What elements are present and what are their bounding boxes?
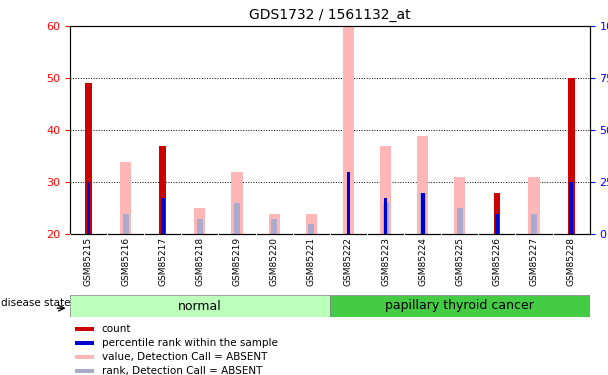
Text: percentile rank within the sample: percentile rank within the sample (102, 338, 277, 348)
Bar (120, 162, 131, 234)
Bar (420, 193, 426, 234)
Bar (384, 198, 387, 234)
Bar (347, 172, 350, 234)
Bar (495, 214, 499, 234)
Bar (123, 214, 128, 234)
Bar (161, 198, 165, 234)
Bar (531, 214, 537, 234)
Bar (382, 203, 389, 234)
Text: GSM85221: GSM85221 (307, 237, 316, 286)
Bar (85, 84, 92, 234)
Bar (75, 341, 94, 345)
Bar (417, 135, 428, 234)
Bar (75, 327, 94, 331)
Bar (330, 295, 590, 317)
Text: GSM85222: GSM85222 (344, 237, 353, 286)
Text: GSM85224: GSM85224 (418, 237, 427, 286)
Bar (271, 219, 277, 234)
Bar (70, 295, 330, 317)
Text: rank, Detection Call = ABSENT: rank, Detection Call = ABSENT (102, 366, 262, 375)
Text: GSM85220: GSM85220 (269, 237, 278, 286)
Bar (75, 369, 94, 373)
Bar (308, 224, 314, 234)
Bar (568, 78, 575, 234)
Bar (528, 177, 540, 234)
Text: GSM85226: GSM85226 (492, 237, 502, 286)
Text: GSM85215: GSM85215 (84, 237, 93, 286)
Text: count: count (102, 324, 131, 334)
Bar (197, 219, 203, 234)
Bar (86, 182, 91, 234)
Text: GSM85223: GSM85223 (381, 237, 390, 286)
Text: disease state: disease state (1, 298, 71, 308)
Text: GSM85219: GSM85219 (232, 237, 241, 286)
Text: GSM85227: GSM85227 (530, 237, 539, 286)
Bar (494, 193, 500, 234)
Text: GSM85218: GSM85218 (195, 237, 204, 286)
Bar (569, 182, 573, 234)
Text: GSM85228: GSM85228 (567, 237, 576, 286)
Bar (75, 356, 94, 358)
Bar (269, 214, 280, 234)
Text: GSM85225: GSM85225 (455, 237, 465, 286)
Bar (457, 209, 463, 234)
Bar (195, 209, 206, 234)
Text: GSM85217: GSM85217 (158, 237, 167, 286)
Bar (232, 172, 243, 234)
Text: papillary thyroid cancer: papillary thyroid cancer (385, 300, 534, 312)
Bar (306, 214, 317, 234)
Bar (159, 146, 166, 234)
Text: GSM85216: GSM85216 (121, 237, 130, 286)
Title: GDS1732 / 1561132_at: GDS1732 / 1561132_at (249, 9, 410, 22)
Text: value, Detection Call = ABSENT: value, Detection Call = ABSENT (102, 352, 267, 362)
Bar (234, 203, 240, 234)
Text: normal: normal (178, 300, 222, 312)
Bar (380, 146, 391, 234)
Bar (454, 177, 465, 234)
Bar (343, 26, 354, 234)
Bar (421, 193, 424, 234)
